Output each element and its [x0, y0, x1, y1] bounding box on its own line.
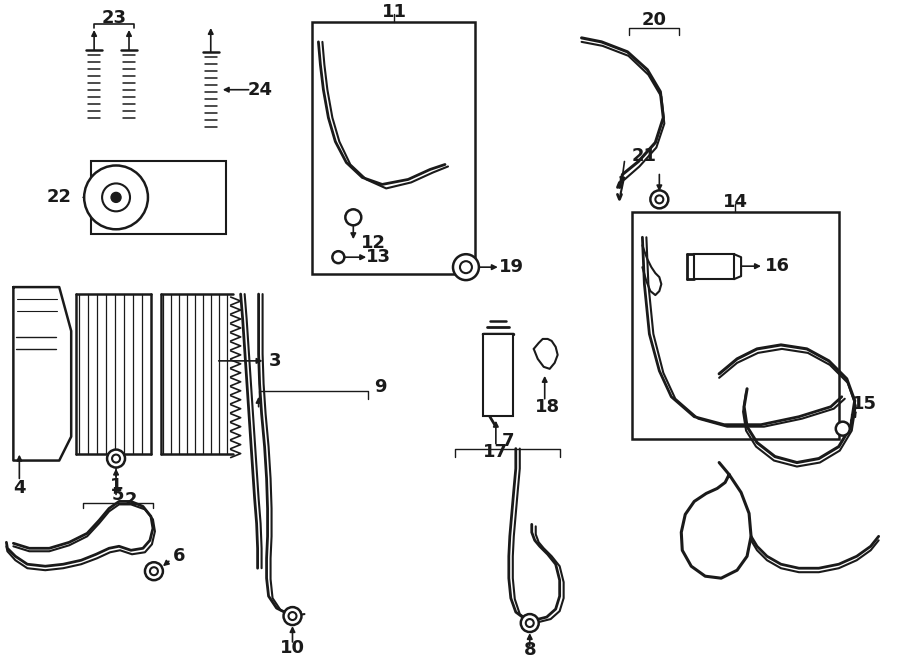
- Bar: [312, 22, 475, 274]
- Circle shape: [150, 567, 158, 575]
- Circle shape: [521, 614, 539, 632]
- Bar: [694, 254, 734, 279]
- Circle shape: [453, 254, 479, 280]
- Text: 8: 8: [524, 641, 536, 659]
- Bar: [483, 334, 513, 416]
- Text: 10: 10: [280, 639, 305, 657]
- Circle shape: [460, 261, 472, 273]
- Text: 24: 24: [248, 81, 273, 98]
- Circle shape: [289, 612, 296, 620]
- Text: 6: 6: [173, 547, 185, 565]
- Text: 1: 1: [110, 477, 122, 496]
- Circle shape: [836, 422, 850, 436]
- Circle shape: [526, 619, 534, 627]
- Text: 3: 3: [269, 352, 282, 370]
- Text: 7: 7: [501, 432, 514, 449]
- Text: 11: 11: [382, 3, 407, 21]
- Circle shape: [111, 192, 121, 202]
- Text: 4: 4: [14, 479, 25, 498]
- Text: 17: 17: [483, 443, 508, 461]
- Text: 23: 23: [102, 9, 127, 27]
- Bar: [91, 161, 226, 234]
- Text: 21: 21: [632, 147, 657, 165]
- Text: 18: 18: [536, 398, 561, 416]
- Text: 22: 22: [46, 188, 71, 206]
- Bar: [633, 212, 839, 439]
- Circle shape: [284, 607, 302, 625]
- Text: 9: 9: [374, 378, 386, 396]
- Text: 16: 16: [764, 257, 789, 275]
- Text: 20: 20: [642, 11, 667, 29]
- Circle shape: [332, 251, 345, 263]
- Text: 15: 15: [852, 395, 878, 412]
- Text: 13: 13: [365, 248, 391, 266]
- Text: 12: 12: [361, 234, 386, 253]
- Text: 14: 14: [723, 194, 748, 212]
- Circle shape: [651, 190, 669, 208]
- Circle shape: [112, 455, 120, 463]
- Circle shape: [346, 210, 361, 225]
- Circle shape: [145, 563, 163, 580]
- Text: 2: 2: [125, 491, 138, 510]
- Text: 5: 5: [112, 486, 124, 504]
- Circle shape: [655, 196, 663, 204]
- Circle shape: [84, 165, 148, 229]
- Circle shape: [102, 183, 130, 212]
- Text: 19: 19: [500, 258, 525, 276]
- Circle shape: [107, 449, 125, 467]
